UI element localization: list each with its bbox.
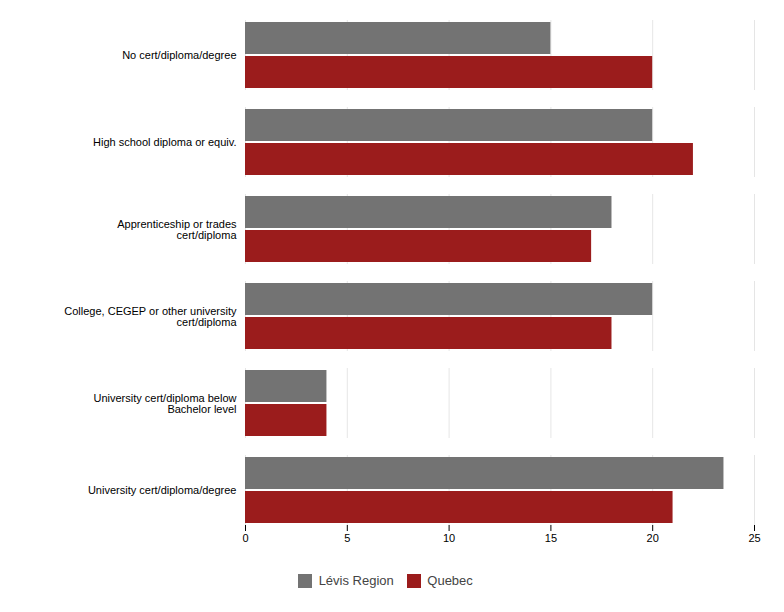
svg-text:No cert/diploma/degree: No cert/diploma/degree [122, 49, 236, 61]
svg-text:Apprenticeship or tradescert/d: Apprenticeship or tradescert/diploma [117, 218, 237, 241]
svg-text:25: 25 [748, 532, 760, 544]
svg-text:15: 15 [545, 532, 557, 544]
svg-text:20: 20 [647, 532, 659, 544]
svg-text:College, CEGEP or other univer: College, CEGEP or other universitycert/d… [64, 305, 237, 328]
svg-text:University cert/diploma/degree: University cert/diploma/degree [88, 484, 237, 496]
svg-text:High school diploma or equiv.: High school diploma or equiv. [93, 136, 236, 148]
svg-text:10: 10 [443, 532, 455, 544]
svg-text:University cert/diploma belowB: University cert/diploma belowBachelor le… [93, 392, 236, 415]
svg-text:5: 5 [344, 532, 350, 544]
html-text:Lévis Region: Lévis Region [318, 573, 394, 588]
svg-text:0: 0 [242, 532, 248, 544]
html-text:Quebec: Quebec [427, 573, 473, 588]
